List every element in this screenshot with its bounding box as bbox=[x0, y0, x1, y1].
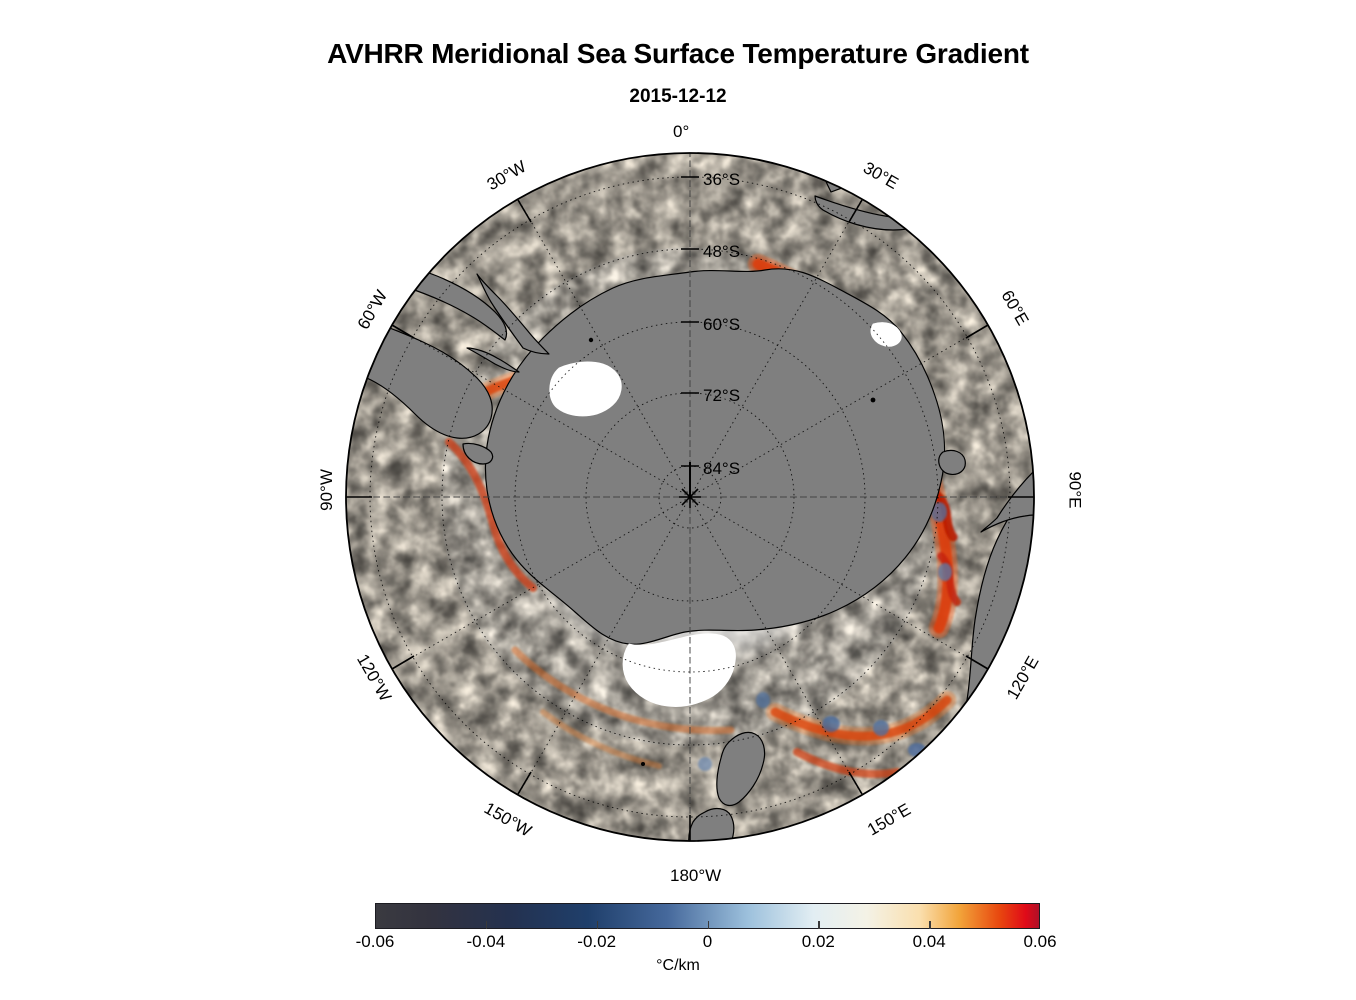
colorbar[interactable] bbox=[375, 903, 1040, 929]
latitude-ticks bbox=[681, 176, 699, 467]
lat-label-36S: 36°S bbox=[703, 170, 740, 189]
lat-label-48S: 48°S bbox=[703, 242, 740, 261]
lon-label-180W: 180°W bbox=[670, 866, 722, 885]
colorbar-tick-label: 0.04 bbox=[912, 932, 946, 951]
page-title: AVHRR Meridional Sea Surface Temperature… bbox=[327, 38, 1029, 69]
principal-axes bbox=[346, 153, 1034, 841]
colorbar-gradient bbox=[375, 903, 1040, 929]
polar-map[interactable]: 84°S 72°S 60°S 48°S 36°S bbox=[345, 152, 1035, 842]
longitude-ticks bbox=[346, 199, 1034, 841]
colorbar-tick-label: -0.02 bbox=[577, 932, 617, 951]
lon-label-90E: 90°E bbox=[1065, 471, 1085, 509]
colorbar-tick-labels: -0.06 -0.04 -0.02 0 0.02 0.04 0.06 bbox=[325, 932, 1090, 956]
lon-label-90W: 90°W bbox=[316, 469, 336, 511]
lon-label-0: 0° bbox=[673, 122, 690, 141]
colorbar-tick-label: 0.06 bbox=[1023, 932, 1057, 951]
map-canvas: 84°S 72°S 60°S 48°S 36°S bbox=[345, 152, 1035, 842]
colorbar-tick-label: 0 bbox=[702, 932, 713, 951]
lat-label-60S: 60°S bbox=[703, 315, 740, 334]
colorbar-unit-label: °C/km bbox=[656, 957, 700, 974]
colorbar-tick-label: 0.02 bbox=[801, 932, 835, 951]
colorbar-tick-label: -0.06 bbox=[355, 932, 395, 951]
pole-marker bbox=[679, 486, 701, 508]
lat-label-84S: 84°S bbox=[703, 459, 740, 478]
lat-label-72S: 72°S bbox=[703, 386, 740, 405]
page-subtitle: 2015-12-12 bbox=[629, 86, 727, 107]
colorbar-tick-label: -0.04 bbox=[466, 932, 506, 951]
